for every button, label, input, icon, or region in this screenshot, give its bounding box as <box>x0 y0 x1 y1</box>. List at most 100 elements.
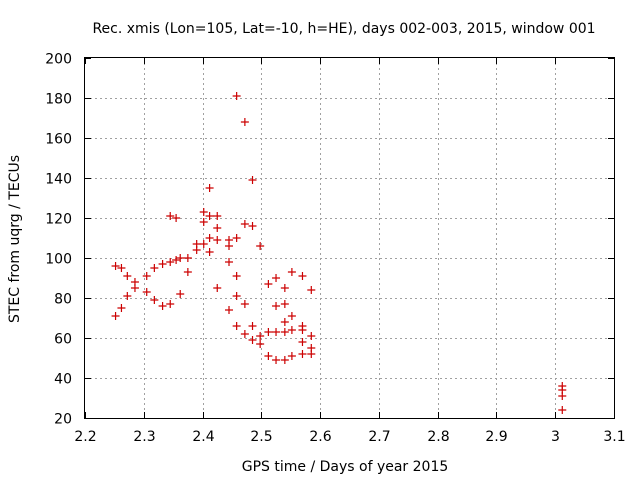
data-point <box>307 332 316 340</box>
data-point <box>225 242 234 250</box>
data-point <box>232 234 241 242</box>
data-point <box>240 300 249 308</box>
data-point <box>183 254 192 262</box>
data-point <box>183 268 192 276</box>
x-tick-label: 2.4 <box>192 429 214 445</box>
x-tick-label: 3.1 <box>603 429 625 445</box>
data-point <box>280 284 289 292</box>
data-point <box>176 290 185 298</box>
data-point <box>166 300 175 308</box>
data-point <box>272 302 281 310</box>
data-point <box>248 322 257 330</box>
data-point <box>558 406 567 414</box>
data-point <box>123 292 132 300</box>
data-point <box>150 264 159 272</box>
data-point <box>142 288 151 296</box>
y-tick-label: 120 <box>45 212 72 228</box>
data-point <box>199 240 208 248</box>
data-point <box>272 274 281 282</box>
data-point <box>158 302 167 310</box>
data-point <box>117 304 126 312</box>
data-point <box>240 330 249 338</box>
x-tick-labels: 2.2 2.3 2.4 2.5 2.6 2.7 2.8 2.9 3 3.1 <box>74 429 625 445</box>
data-point <box>111 312 120 320</box>
data-point <box>225 306 234 314</box>
data-point <box>176 254 185 262</box>
y-tick-label: 60 <box>54 332 72 348</box>
data-point <box>117 264 126 272</box>
y-tick-label: 160 <box>45 132 72 148</box>
data-point <box>298 272 307 280</box>
data-point <box>307 350 316 358</box>
data-point <box>205 234 214 242</box>
data-points <box>111 92 567 414</box>
data-point <box>287 312 296 320</box>
data-point <box>287 268 296 276</box>
data-point <box>232 322 241 330</box>
data-point <box>232 292 241 300</box>
data-point <box>264 352 273 360</box>
data-point <box>272 356 281 364</box>
data-point <box>287 326 296 334</box>
data-point <box>287 352 296 360</box>
data-point <box>272 328 281 336</box>
data-point <box>225 258 234 266</box>
data-point <box>205 248 214 256</box>
data-point <box>213 212 222 220</box>
data-point <box>298 350 307 358</box>
data-point <box>298 338 307 346</box>
data-point <box>307 286 316 294</box>
x-tick-label: 2.3 <box>133 429 155 445</box>
data-point <box>280 356 289 364</box>
data-point <box>280 300 289 308</box>
data-point <box>232 272 241 280</box>
data-point <box>248 222 257 230</box>
data-point <box>199 208 208 216</box>
data-point <box>205 212 214 220</box>
data-point <box>166 258 175 266</box>
data-point <box>199 218 208 226</box>
y-tick-label: 200 <box>45 52 72 68</box>
data-point <box>172 214 181 222</box>
data-point <box>166 212 175 220</box>
data-point <box>256 242 265 250</box>
data-point <box>280 328 289 336</box>
data-point <box>142 272 151 280</box>
data-point <box>280 318 289 326</box>
data-point <box>232 92 241 100</box>
data-point <box>213 236 222 244</box>
x-tick-label: 2.7 <box>368 429 390 445</box>
data-point <box>256 332 265 340</box>
data-point <box>130 284 139 292</box>
data-point <box>158 260 167 268</box>
y-tick-labels: 20 40 60 80 100 120 140 160 180 200 <box>45 52 72 428</box>
x-tick-label: 2.8 <box>427 429 449 445</box>
tick-layer <box>85 58 615 419</box>
x-tick-label: 2.5 <box>250 429 272 445</box>
plot-frame <box>84 57 615 419</box>
data-point <box>248 176 257 184</box>
x-tick-label: 2.6 <box>309 429 331 445</box>
x-tick-label: 2.9 <box>485 429 507 445</box>
y-tick-label: 180 <box>45 92 72 108</box>
data-point <box>205 184 214 192</box>
y-tick-label: 80 <box>54 292 72 308</box>
grid-layer <box>85 58 614 418</box>
y-tick-label: 40 <box>54 372 72 388</box>
data-point <box>558 392 567 400</box>
x-tick-label: 2.2 <box>74 429 96 445</box>
y-tick-label: 140 <box>45 172 72 188</box>
x-tick-label: 3 <box>551 429 560 445</box>
data-point <box>150 296 159 304</box>
data-point <box>256 340 265 348</box>
data-point <box>240 118 249 126</box>
data-point <box>248 336 257 344</box>
data-point <box>264 280 273 288</box>
y-tick-label: 100 <box>45 252 72 268</box>
data-point <box>111 262 120 270</box>
data-point <box>123 272 132 280</box>
data-point <box>213 284 222 292</box>
chart-title: Rec. xmis (Lon=105, Lat=-10, h=HE), days… <box>92 21 595 37</box>
data-point <box>264 328 273 336</box>
